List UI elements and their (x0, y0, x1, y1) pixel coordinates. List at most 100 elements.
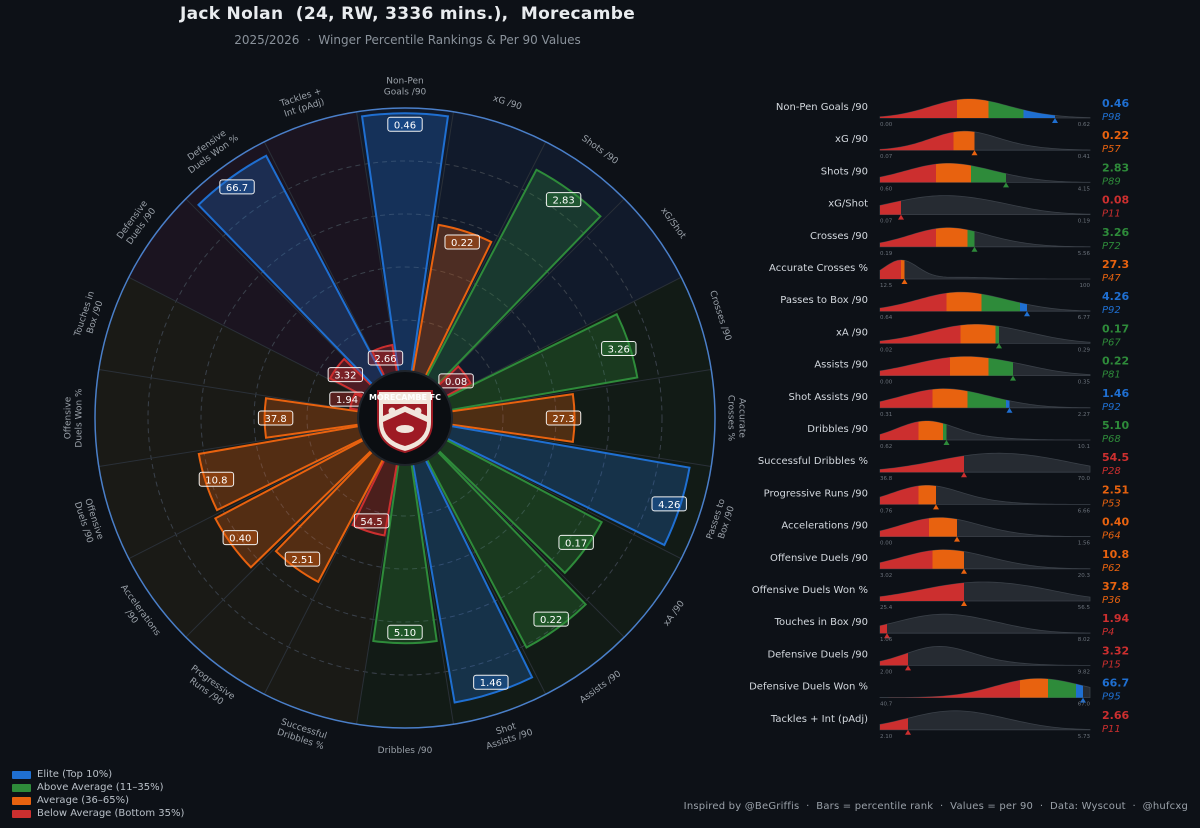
value-label: 37.8 (257, 410, 294, 426)
sector-background (356, 462, 454, 728)
distribution-row: xA /90 0.02 0.29 0.17 P67 (836, 322, 1129, 353)
player-marker (943, 440, 950, 445)
metric-value: 4.26 (1102, 290, 1129, 303)
range-min: 0.60 (880, 186, 893, 192)
grid-spoke (424, 141, 547, 379)
crest-text: MORECAMBE FC (369, 393, 441, 402)
sector-background (94, 369, 361, 467)
percentile-band (880, 485, 919, 505)
axis-label: AccurateCrosses % (726, 395, 747, 442)
player-marker (1024, 311, 1030, 317)
range-max: 5.73 (1078, 734, 1091, 740)
axis-label: Assists /90 (578, 669, 623, 706)
grid-ring (147, 160, 663, 676)
range-min: 0.07 (880, 219, 893, 225)
legend-item-above-average: Above Average (11–35%) (12, 781, 184, 794)
range-max: 10.1 (1078, 444, 1090, 450)
percentile-band (880, 163, 936, 183)
metric-value: 3.26 (1102, 226, 1129, 239)
distribution-row: Shot Assists /90 0.31 2.27 1.46 P92 (788, 387, 1129, 418)
sector-background (412, 458, 546, 725)
metric-label: xA /90 (836, 327, 868, 338)
legend-label: Above Average (11–35%) (37, 782, 164, 793)
metric-label: Shot Assists /90 (788, 392, 868, 403)
sector-background (128, 198, 374, 398)
svg-text:37.8: 37.8 (264, 414, 286, 425)
player-marker (898, 214, 904, 220)
sector-background (264, 111, 398, 378)
distribution-row: Progressive Runs /90 0.76 6.66 2.51 P53 (764, 483, 1130, 514)
percentile-band (953, 131, 975, 151)
player-marker (1010, 375, 1016, 381)
range-min: 0.00 (880, 122, 893, 128)
radial-bar-chart: 0.46 0.22 2.83 0.08 3.26 27.3 4.26 0.17 0.22 1.46… (64, 77, 747, 757)
metric-percentile: P81 (1102, 370, 1121, 381)
legend-swatch (12, 796, 31, 805)
metric-value: 37.8 (1102, 580, 1129, 593)
distribution-row: Defensive Duels /90 2.00 9.82 3.32 P15 (767, 644, 1129, 675)
percentile-band (957, 99, 989, 118)
range-min: 0.02 (880, 347, 892, 353)
sector-background (445, 277, 712, 411)
svg-text:2.83: 2.83 (552, 196, 574, 207)
distribution-row: xG/Shot 0.07 0.19 0.08 P11 (828, 194, 1129, 225)
range-min: 2.00 (880, 669, 893, 675)
range-min: 25.4 (880, 605, 893, 611)
svg-text:2.66: 2.66 (374, 354, 396, 365)
grid-spoke (98, 369, 361, 412)
metric-value: 5.10 (1102, 419, 1129, 432)
distribution-row: Assists /90 0.00 0.35 0.22 P81 (814, 355, 1129, 386)
value-label: 10.8 (198, 471, 235, 487)
player-marker (1006, 407, 1013, 413)
density-curve (879, 645, 1091, 666)
value-label: 66.7 (219, 179, 255, 195)
grid-spoke (356, 111, 399, 374)
range-min: 2.10 (880, 734, 893, 740)
value-label: 0.17 (558, 534, 594, 550)
percentile-band (880, 453, 964, 473)
metric-label: Successful Dribbles % (758, 456, 868, 467)
value-label: 5.10 (387, 624, 423, 640)
grid-spoke (128, 276, 366, 399)
range-max: 4.15 (1078, 186, 1091, 192)
percentile-band (918, 485, 936, 505)
player-marker (996, 343, 1002, 349)
svg-text:2.51: 2.51 (291, 555, 313, 566)
percentile-band (1020, 292, 1027, 312)
range-min: 0.00 (880, 380, 893, 386)
percentile-band (880, 582, 964, 601)
density-curve (879, 613, 1091, 634)
sector-background (128, 438, 374, 638)
svg-text:3.32: 3.32 (334, 371, 356, 382)
value-label: 0.40 (222, 530, 258, 546)
svg-text:0.08: 0.08 (445, 377, 467, 388)
metric-value: 0.08 (1102, 194, 1129, 207)
svg-text:1.46: 1.46 (480, 678, 502, 689)
axis-label: ShotAssists /90 (482, 717, 535, 752)
axis-label: OffensiveDuels /90 (72, 497, 105, 544)
value-label: 0.22 (533, 611, 569, 627)
axis-label: OffensiveDuels Won % (64, 388, 85, 448)
metric-percentile: P72 (1102, 241, 1121, 252)
svg-text:10.8: 10.8 (205, 475, 227, 486)
range-max: 0.62 (1078, 122, 1090, 128)
player-marker (954, 536, 960, 542)
grid-ring (306, 319, 504, 517)
grid-spoke (128, 437, 366, 560)
player-marker (961, 568, 967, 574)
axis-label: Passes toBox /90 (705, 497, 738, 544)
range-min: 1.06 (880, 637, 893, 643)
metric-value: 2.83 (1102, 161, 1129, 174)
range-max: 6.66 (1078, 508, 1091, 514)
distribution-row: Offensive Duels Won % 25.4 56.5 37.8 P36 (752, 580, 1129, 611)
legend-label: Elite (Top 10%) (37, 769, 113, 780)
metric-percentile: P92 (1102, 402, 1121, 413)
metric-label: Shots /90 (821, 166, 868, 177)
metric-percentile: P64 (1102, 531, 1121, 542)
grid-ring (200, 213, 610, 623)
grid-ring (253, 266, 557, 570)
distribution-row: Offensive Duels /90 3.02 20.3 10.8 P62 (770, 548, 1129, 579)
svg-text:3.26: 3.26 (608, 345, 630, 356)
svg-text:0.40: 0.40 (229, 534, 251, 545)
axis-label: Tackles +Int (pAdj) (278, 87, 326, 121)
